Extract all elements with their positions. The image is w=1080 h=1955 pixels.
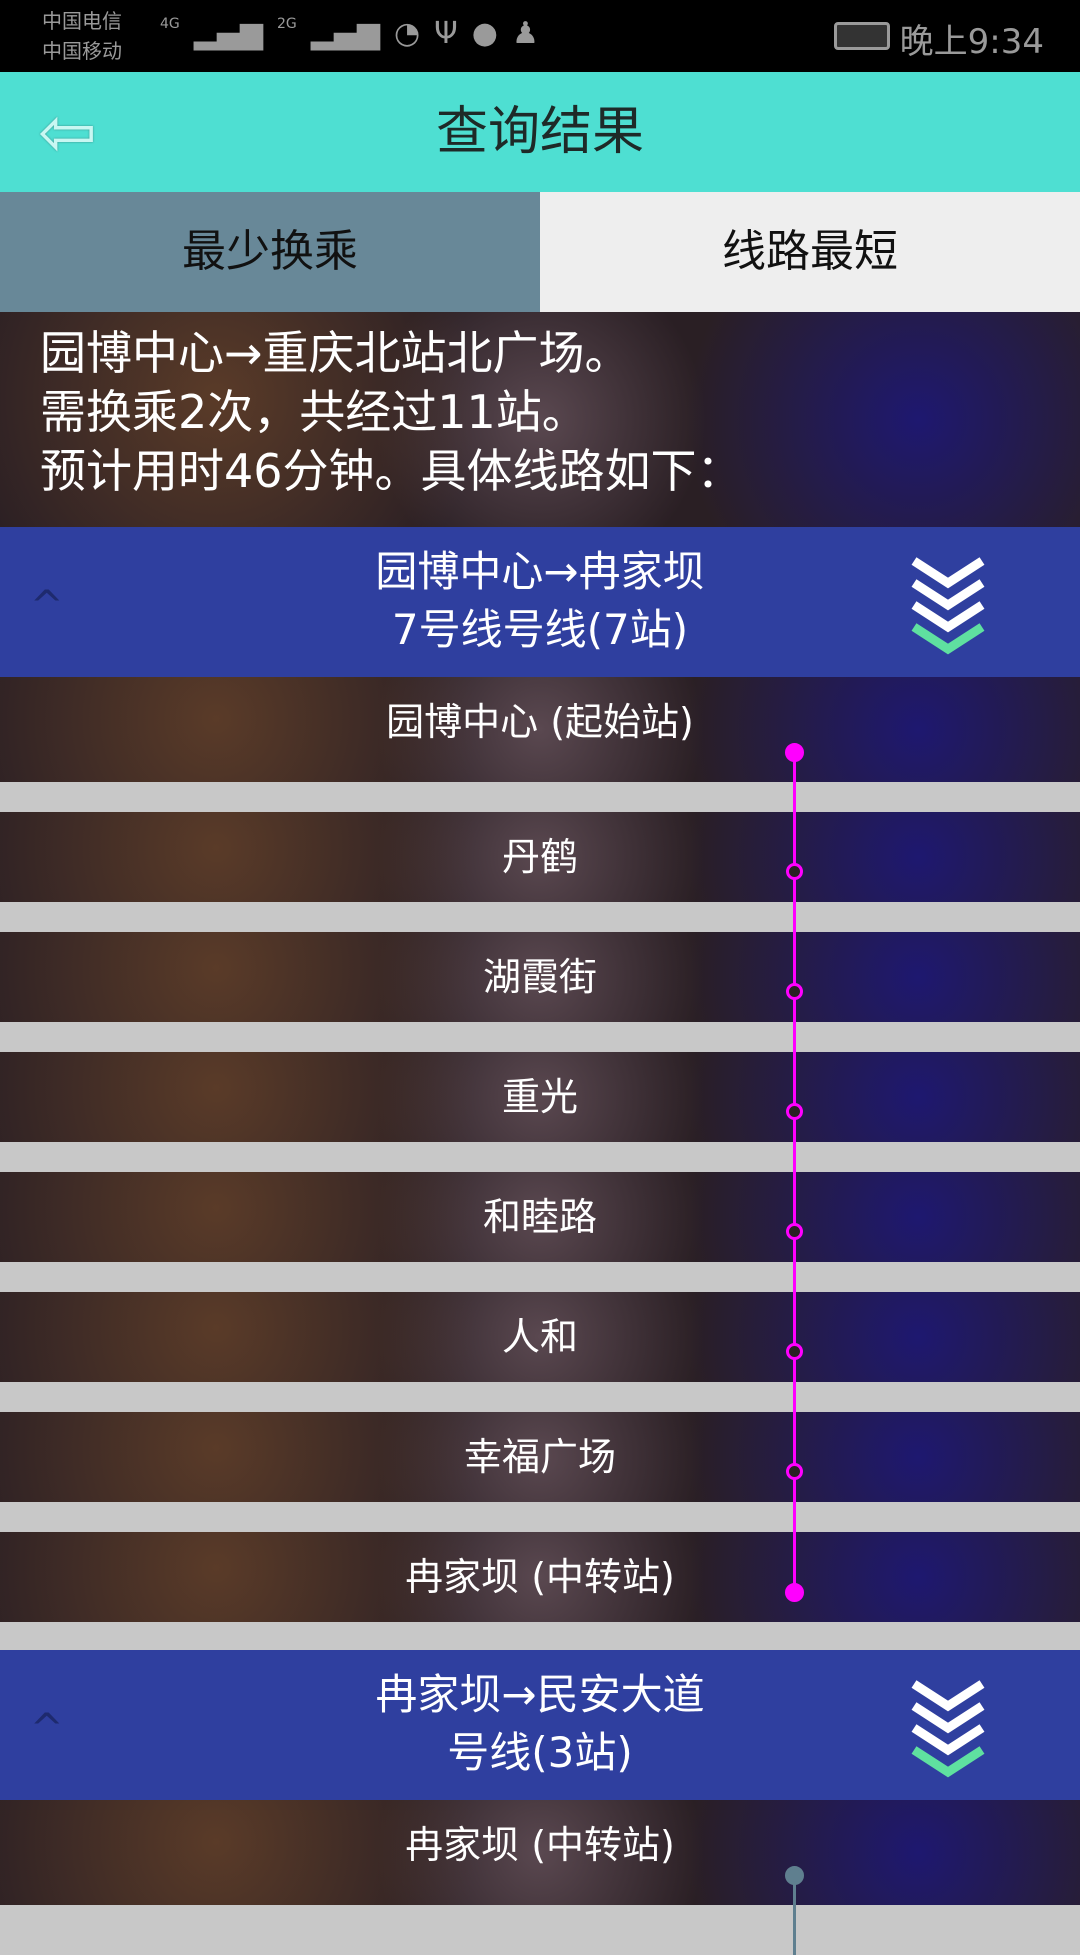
- signal-icon: ▂▄▆: [193, 16, 263, 51]
- route-summary: 园博中心→重庆北站北广场。 需换乘2次，共经过11站。 预计用时46分钟。具体线…: [0, 312, 1080, 527]
- station-dot: [785, 743, 804, 762]
- net-1: 4G: [160, 16, 180, 32]
- collapse-caret-icon[interactable]: ^: [30, 1706, 64, 1752]
- carriers: 中国电信 中国移动: [42, 6, 122, 66]
- clock: 晚上9:34: [899, 22, 1044, 62]
- station-dot: [785, 1583, 804, 1602]
- station-row[interactable]: 湖霞街: [0, 932, 1080, 1022]
- station-name: 冉家坝 (中转站): [405, 1823, 675, 1867]
- summary-line: 需换乘2次，共经过11站。: [40, 385, 588, 439]
- carrier-2: 中国移动: [42, 39, 122, 63]
- segment-header[interactable]: ^ 冉家坝→民安大道 号线(3站): [0, 1650, 1080, 1800]
- page-title: 查询结果: [435, 102, 644, 162]
- status-icons: 4G ▂▄▆ 2G ▂▄▆ ◔ Ψ ● ♟: [160, 16, 539, 51]
- metro-line: [793, 1875, 796, 1955]
- station-row[interactable]: 人和: [0, 1292, 1080, 1382]
- station-name: 幸福广场: [463, 1435, 616, 1479]
- arrow-left-icon: ⇦: [38, 91, 97, 173]
- collapse-caret-icon[interactable]: ^: [30, 583, 64, 629]
- station-dot: [786, 983, 803, 1000]
- station-row[interactable]: 幸福广场: [0, 1412, 1080, 1502]
- tab-least-transfers[interactable]: 最少换乘: [0, 192, 540, 312]
- wechat-icon: ●: [471, 16, 498, 51]
- station-dot: [786, 1343, 803, 1360]
- station-dot: [785, 1866, 804, 1885]
- net-2: 2G: [276, 16, 297, 32]
- wifi-icon: ◔: [393, 16, 421, 51]
- back-button[interactable]: ⇦: [38, 92, 97, 172]
- expand-chevrons-icon[interactable]: [908, 1672, 988, 1782]
- station-dot: [786, 1103, 803, 1120]
- station-row[interactable]: 重光: [0, 1052, 1080, 1142]
- station-name: 湖霞街: [482, 955, 597, 999]
- status-bar: 中国电信中国移动 4G ▂▄▆ 2G ▂▄▆ ◔ Ψ ● ♟ 晚上9:34: [0, 0, 1080, 72]
- tabs: 最少换乘 线路最短: [0, 192, 1080, 312]
- station-row[interactable]: 丹鹤: [0, 812, 1080, 902]
- metro-line: [793, 752, 796, 1592]
- station-name: 丹鹤: [501, 835, 578, 879]
- segment-header[interactable]: ^ 园博中心→冉家坝 7号线号线(7站): [0, 527, 1080, 677]
- station-name: 人和: [501, 1315, 578, 1359]
- battery-charging-icon: [834, 22, 890, 50]
- summary-line: 园博中心→重庆北站北广场。: [40, 326, 631, 380]
- segment-route: 园博中心→冉家坝: [375, 547, 705, 596]
- station-dot: [786, 1223, 803, 1240]
- station-dot: [786, 863, 803, 880]
- qq-icon: ♟: [511, 16, 539, 51]
- expand-chevrons-icon[interactable]: [908, 549, 988, 659]
- app-header: 查询结果 ⇦: [0, 72, 1080, 192]
- segment-line-info: 7号线号线(7站): [391, 605, 689, 654]
- summary-line: 预计用时46分钟。具体线路如下：: [40, 444, 743, 498]
- station-name: 冉家坝 (中转站): [405, 1555, 675, 1599]
- station-row[interactable]: 冉家坝 (中转站): [0, 1800, 1080, 1905]
- usb-icon: Ψ: [434, 16, 458, 51]
- signal-icon: ▂▄▆: [310, 16, 380, 51]
- station-row[interactable]: 和睦路: [0, 1172, 1080, 1262]
- station-name: 重光: [501, 1075, 578, 1119]
- station-row[interactable]: 冉家坝 (中转站): [0, 1532, 1080, 1622]
- station-dot: [786, 1463, 803, 1480]
- segment-line-info: 号线(3站): [447, 1728, 633, 1777]
- tab-shortest-route[interactable]: 线路最短: [540, 192, 1080, 312]
- station-name: 和睦路: [482, 1195, 597, 1239]
- segment-route: 冉家坝→民安大道: [375, 1670, 705, 1719]
- carrier-1: 中国电信: [42, 9, 122, 33]
- station-row[interactable]: 园博中心 (起始站): [0, 677, 1080, 782]
- station-name: 园博中心 (起始站): [386, 700, 694, 744]
